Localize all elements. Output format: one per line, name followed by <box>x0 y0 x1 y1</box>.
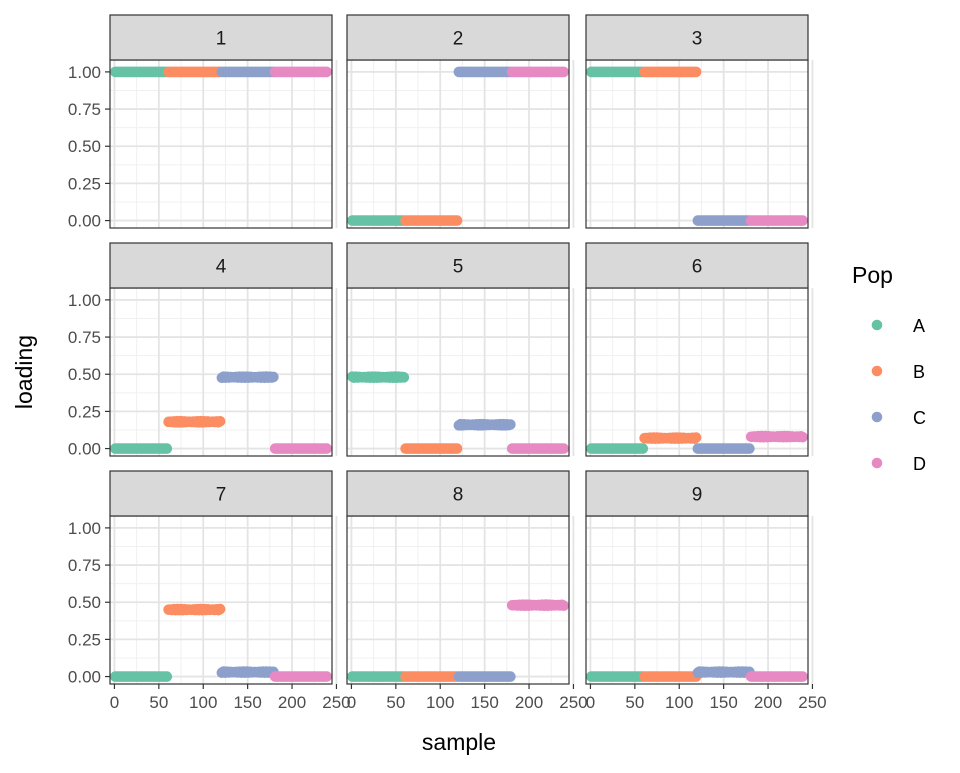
data-point-b <box>690 432 702 443</box>
facet-strip <box>585 14 809 61</box>
y-tick-label: 0.00 <box>68 212 101 231</box>
facet-strip <box>346 470 570 517</box>
x-axis-title: sample <box>422 729 496 755</box>
x-tick-label: 200 <box>515 693 543 712</box>
x-tick-label: 250 <box>798 693 826 712</box>
legend-label: C <box>913 408 926 428</box>
y-tick-label: 0.75 <box>68 100 101 119</box>
facet-strip-label: 8 <box>453 485 464 506</box>
data-point-d <box>797 671 808 682</box>
y-tick-label: 0.50 <box>68 365 101 384</box>
facet-strip <box>585 242 809 289</box>
data-point-c <box>505 419 516 430</box>
data-point-c <box>505 671 516 682</box>
data-point-b <box>451 443 463 454</box>
legend-key-c <box>871 411 883 423</box>
panel-border <box>585 59 809 229</box>
x-tick-label: 250 <box>559 693 587 712</box>
data-point-b <box>451 215 463 226</box>
facet-strip-label: 9 <box>692 485 703 506</box>
y-tick-label: 1.00 <box>68 291 101 310</box>
legend-label: D <box>913 454 926 474</box>
legend-label: A <box>913 316 925 336</box>
facet-strip <box>109 14 333 61</box>
x-tick-label: 100 <box>426 693 454 712</box>
data-point-d <box>558 443 569 454</box>
data-point-d <box>797 215 808 226</box>
data-point-a <box>161 443 173 454</box>
panel-border <box>109 287 333 457</box>
data-point-a <box>161 671 173 682</box>
x-tick-label: 100 <box>189 693 217 712</box>
y-tick-label: 1.00 <box>68 63 101 82</box>
data-point-d <box>321 443 332 454</box>
panel-border <box>346 59 570 229</box>
data-point-d <box>558 66 569 78</box>
facet-strip-label: 5 <box>453 257 464 278</box>
data-point-a <box>398 372 410 383</box>
y-tick-label: 0.75 <box>68 556 101 575</box>
data-point-d <box>321 671 332 682</box>
y-axis-title: loading <box>11 335 37 409</box>
y-tick-label: 0.50 <box>68 137 101 156</box>
facet-strip-label: 2 <box>453 29 464 50</box>
y-tick-label: 0.50 <box>68 593 101 612</box>
facet-strip-label: 6 <box>692 257 703 278</box>
panel-border <box>109 59 333 229</box>
data-point-b <box>214 415 226 427</box>
y-tick-label: 0.75 <box>68 328 101 347</box>
x-tick-label: 150 <box>709 693 737 712</box>
facet-strip-label: 3 <box>692 29 703 50</box>
x-tick-label: 0 <box>110 693 119 712</box>
x-tick-label: 0 <box>347 693 356 712</box>
legend-key-a <box>871 319 883 331</box>
facet-strip <box>346 242 570 289</box>
data-point-b <box>690 66 702 78</box>
y-tick-label: 0.25 <box>68 630 101 649</box>
facet-strip-label: 4 <box>216 257 227 278</box>
data-point-d <box>321 66 332 78</box>
facet-strip <box>346 14 570 61</box>
x-tick-label: 150 <box>470 693 498 712</box>
panel-border <box>109 515 333 685</box>
legend-key-b <box>871 365 883 377</box>
facet-strip <box>585 470 809 517</box>
x-tick-label: 50 <box>149 693 168 712</box>
panel-border <box>585 515 809 685</box>
panel-border <box>585 287 809 457</box>
y-tick-label: 0.00 <box>68 440 101 459</box>
data-point-c <box>268 371 279 383</box>
legend-key-d <box>871 457 883 469</box>
y-tick-label: 1.00 <box>68 519 101 538</box>
x-tick-label: 0 <box>586 693 595 712</box>
facet-strip <box>109 242 333 289</box>
x-tick-label: 50 <box>386 693 405 712</box>
x-tick-label: 100 <box>665 693 693 712</box>
x-tick-label: 150 <box>233 693 261 712</box>
data-point-d <box>558 600 569 612</box>
facet-strip-label: 7 <box>216 485 227 506</box>
facet-strip-label: 1 <box>216 29 227 50</box>
facet-strip <box>109 470 333 517</box>
data-point-d <box>797 431 808 443</box>
data-point-c <box>744 443 755 454</box>
data-point-b <box>214 603 226 615</box>
y-tick-label: 0.25 <box>68 402 101 421</box>
x-tick-label: 200 <box>278 693 306 712</box>
data-point-a <box>637 443 649 454</box>
y-tick-label: 0.25 <box>68 174 101 193</box>
y-tick-label: 0.00 <box>68 668 101 687</box>
legend-label: B <box>913 362 925 382</box>
x-tick-label: 200 <box>754 693 782 712</box>
x-tick-label: 50 <box>625 693 644 712</box>
x-tick-label: 250 <box>322 693 350 712</box>
legend-title: Pop <box>852 262 893 288</box>
